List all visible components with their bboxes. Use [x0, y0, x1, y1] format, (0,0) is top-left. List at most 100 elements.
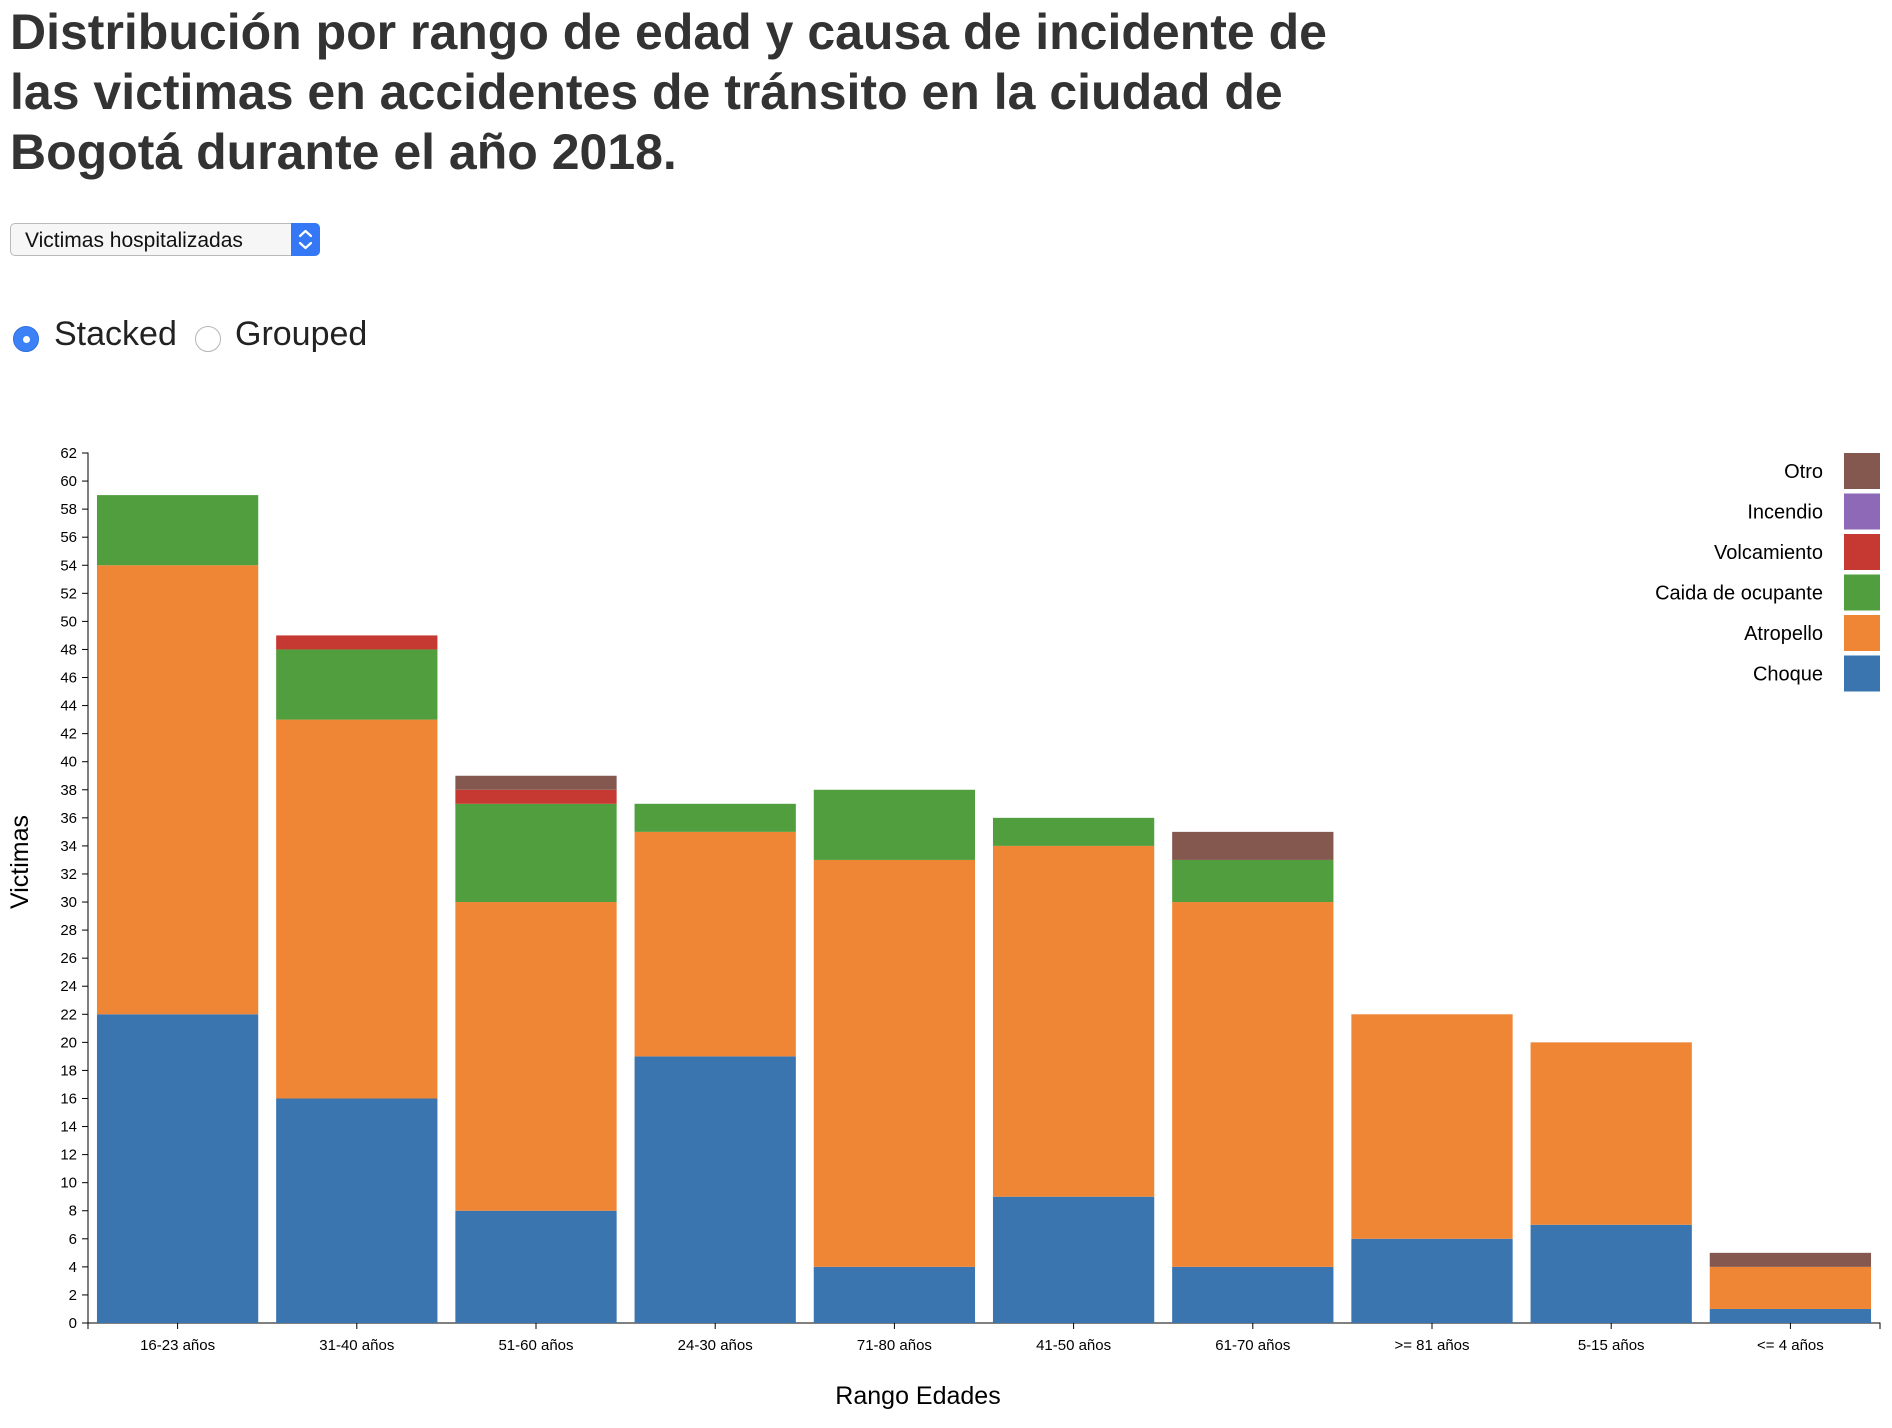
bar-segment-choque[interactable] [1530, 1224, 1692, 1323]
x-axis-line [87, 1322, 1881, 1329]
y-tick-label: 42 [60, 726, 77, 743]
bar-segment-volcamiento[interactable] [276, 635, 438, 650]
y-tick-label: 40 [60, 754, 77, 771]
bar-segment-caida-de-ocupante[interactable] [813, 789, 976, 860]
y-tick-label: 58 [60, 501, 77, 518]
bar-segment-caida-de-ocupante[interactable] [276, 649, 438, 720]
bar-segment-atropello[interactable] [813, 859, 976, 1267]
x-tick-label: 31-40 años [319, 1337, 394, 1354]
bar-segment-otro[interactable] [1172, 831, 1334, 860]
bar-segment-choque[interactable] [1709, 1308, 1872, 1323]
y-tick-label: 62 [60, 445, 77, 462]
x-tick-label: 41-50 años [1036, 1337, 1111, 1354]
bar-segment-atropello[interactable] [992, 845, 1155, 1197]
bar-segment-volcamiento[interactable] [455, 789, 617, 804]
radio-stacked-label: Stacked [54, 315, 177, 353]
y-tick-label: 8 [69, 1203, 77, 1220]
y-tick-label: 30 [60, 894, 77, 911]
y-tick-label: 10 [60, 1175, 77, 1192]
bar-segment-atropello[interactable] [1172, 902, 1334, 1267]
y-tick-label: 6 [69, 1231, 77, 1248]
bar-segment-otro[interactable] [455, 775, 617, 790]
y-tick-label: 48 [60, 641, 77, 658]
y-tick-label: 16 [60, 1090, 77, 1107]
stacked-bar-chart: 0246810121416182022242628303234363840424… [6, 445, 1881, 1410]
y-tick-label: 24 [60, 978, 77, 995]
bar-segment-atropello[interactable] [276, 719, 438, 1099]
bar-segment-caida-de-ocupante[interactable] [1172, 859, 1334, 903]
bar-segment-atropello[interactable] [1351, 1014, 1513, 1239]
legend: Otro Incendio Volcamiento Caida de ocupante… [1655, 453, 1880, 692]
bar-segment-choque[interactable] [276, 1098, 438, 1323]
page-title: Distribución por rango de edad y causa d… [10, 4, 1327, 180]
radio-grouped-unselected-icon[interactable] [195, 326, 221, 352]
y-tick-label: 28 [60, 922, 77, 939]
y-tick-label: 18 [60, 1062, 77, 1079]
bar-segment-choque[interactable] [813, 1266, 976, 1323]
y-tick-label: 38 [60, 782, 77, 799]
x-axis-label: Rango Edades [835, 1382, 1000, 1410]
y-axis-label: Victimas [6, 815, 34, 909]
y-tick-label: 56 [60, 529, 77, 546]
select-arrows-icon[interactable] [291, 223, 320, 256]
bar-segment-choque[interactable] [455, 1210, 617, 1323]
x-tick-label: 5-15 años [1578, 1337, 1645, 1354]
y-axis: 0246810121416182022242628303234363840424… [60, 445, 89, 1332]
y-tick-label: 54 [60, 557, 77, 574]
y-tick-label: 50 [60, 613, 77, 630]
legend-label: Atropello [1744, 623, 1823, 645]
bar-segment-caida-de-ocupante[interactable] [96, 495, 259, 566]
y-tick-label: 60 [60, 473, 77, 490]
y-tick-label: 12 [60, 1147, 77, 1164]
y-tick-label: 14 [60, 1119, 77, 1136]
y-tick-label: 20 [60, 1034, 77, 1051]
bar-segment-choque[interactable] [634, 1056, 796, 1323]
x-tick-label: 16-23 años [140, 1337, 215, 1354]
bar-segment-atropello[interactable] [1530, 1042, 1692, 1225]
legend-swatch [1844, 453, 1880, 489]
y-tick-label: 26 [60, 950, 77, 967]
y-axis-line [82, 452, 89, 1324]
bar-segment-caida-de-ocupante[interactable] [992, 817, 1155, 846]
y-tick-label: 44 [60, 698, 77, 715]
metric-select[interactable]: Victimas hospitalizadas [10, 223, 320, 256]
x-tick-label: 24-30 años [678, 1337, 753, 1354]
x-axis: 16-23 años 31-40 años 51-60 años 24-30 años… [87, 1322, 1881, 1354]
bar-segment-choque[interactable] [1172, 1266, 1334, 1323]
radio-stacked-selected-icon[interactable] [13, 326, 39, 352]
y-tick-label: 46 [60, 670, 77, 687]
radio-grouped-label: Grouped [235, 315, 368, 353]
metric-select-value: Victimas hospitalizadas [25, 229, 243, 252]
y-tick-label: 32 [60, 866, 77, 883]
legend-swatch [1844, 493, 1880, 530]
bar-segment-choque[interactable] [992, 1196, 1155, 1323]
y-tick-label: 0 [69, 1315, 77, 1332]
y-tick-label: 34 [60, 838, 77, 855]
legend-label: Caida de ocupante [1655, 583, 1823, 605]
bar-segment-caida-de-ocupante[interactable] [634, 803, 796, 832]
y-tick-label: 4 [69, 1259, 77, 1276]
bar-segment-atropello[interactable] [634, 831, 796, 1057]
bar-segment-atropello[interactable] [1709, 1266, 1872, 1309]
x-tick-label: 61-70 años [1215, 1337, 1290, 1354]
bar-segment-choque[interactable] [96, 1014, 259, 1323]
legend-swatch [1844, 615, 1880, 651]
legend-label: Incendio [1747, 502, 1823, 524]
x-tick-label: >= 81 años [1394, 1337, 1469, 1354]
bar-segment-atropello[interactable] [96, 565, 259, 1015]
y-tick-label: 36 [60, 810, 77, 827]
legend-label: Choque [1753, 664, 1823, 686]
bars [96, 495, 1872, 1323]
y-tick-label: 52 [60, 585, 77, 602]
x-tick-label: <= 4 años [1757, 1337, 1824, 1354]
bar-segment-caida-de-ocupante[interactable] [455, 803, 617, 903]
legend-label: Otro [1784, 461, 1823, 483]
y-tick-label: 2 [69, 1287, 77, 1304]
legend-swatch [1844, 534, 1880, 570]
legend-swatch [1844, 655, 1880, 692]
bar-segment-choque[interactable] [1351, 1238, 1513, 1323]
legend-label: Volcamiento [1714, 542, 1823, 564]
bar-segment-atropello[interactable] [455, 902, 617, 1211]
y-tick-label: 22 [60, 1006, 77, 1023]
bar-segment-otro[interactable] [1709, 1252, 1872, 1267]
